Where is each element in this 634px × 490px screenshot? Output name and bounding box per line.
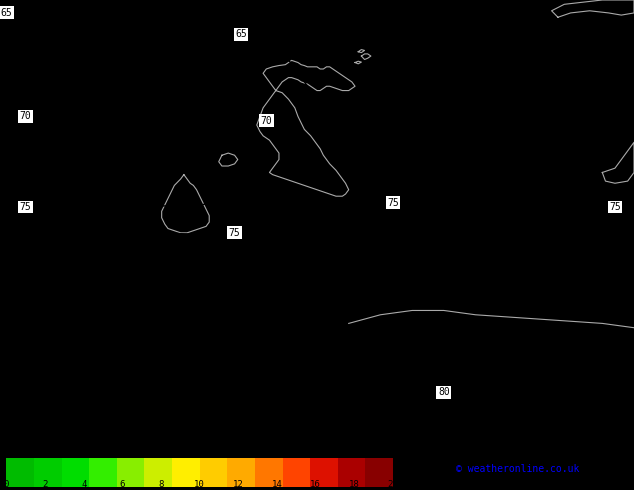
Text: 6: 6 bbox=[120, 480, 125, 489]
Text: 75: 75 bbox=[20, 202, 31, 212]
Text: 14: 14 bbox=[272, 480, 282, 489]
Bar bbox=[365, 458, 393, 487]
Text: 75: 75 bbox=[229, 228, 240, 238]
Text: 16: 16 bbox=[311, 480, 321, 489]
Text: 80: 80 bbox=[438, 388, 450, 397]
Bar bbox=[310, 458, 338, 487]
Text: 2: 2 bbox=[42, 480, 48, 489]
Bar bbox=[228, 458, 255, 487]
Text: 70: 70 bbox=[261, 116, 272, 126]
Bar bbox=[61, 458, 89, 487]
Text: Height/Temp. 925 hPa  mean+σ [gpdm] ECMWF: Height/Temp. 925 hPa mean+σ [gpdm] ECMWF bbox=[6, 436, 247, 446]
Bar bbox=[172, 458, 200, 487]
Text: 4: 4 bbox=[81, 480, 86, 489]
Text: 65: 65 bbox=[235, 29, 247, 40]
Text: 18: 18 bbox=[349, 480, 359, 489]
Text: 65: 65 bbox=[1, 8, 12, 18]
Bar bbox=[200, 458, 228, 487]
Text: 75: 75 bbox=[387, 197, 399, 208]
Bar bbox=[89, 458, 117, 487]
Bar bbox=[34, 458, 61, 487]
Text: 70: 70 bbox=[20, 111, 31, 122]
Text: 0: 0 bbox=[4, 480, 9, 489]
Bar bbox=[117, 458, 145, 487]
Bar bbox=[255, 458, 283, 487]
Text: 20: 20 bbox=[388, 480, 398, 489]
Bar bbox=[283, 458, 310, 487]
Text: © weatheronline.co.uk: © weatheronline.co.uk bbox=[456, 465, 580, 474]
Text: 12: 12 bbox=[233, 480, 243, 489]
Text: 10: 10 bbox=[195, 480, 205, 489]
Bar bbox=[145, 458, 172, 487]
Bar bbox=[6, 458, 34, 487]
Bar bbox=[338, 458, 365, 487]
Text: Sa 22-06-2024 18:00 UTC (06+12): Sa 22-06-2024 18:00 UTC (06+12) bbox=[399, 436, 581, 446]
Text: 8: 8 bbox=[158, 480, 164, 489]
Text: 75: 75 bbox=[609, 202, 621, 212]
